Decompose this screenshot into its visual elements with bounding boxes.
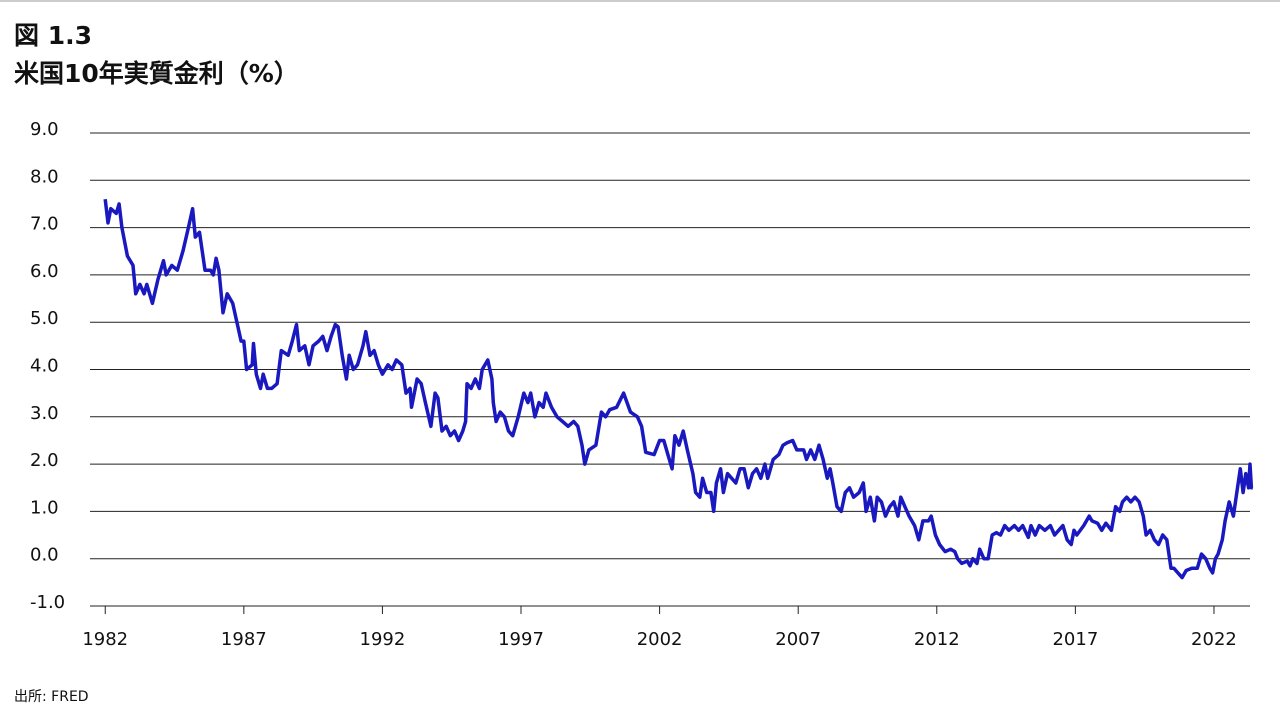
source: 出所: FRED: [14, 689, 89, 705]
x-tick-label: 2017: [1052, 629, 1098, 650]
y-tick-label: 6.0: [30, 261, 59, 282]
y-tick-label: 2.0: [30, 450, 59, 471]
x-tick-label: 1992: [360, 629, 406, 650]
y-tick-label: 3.0: [30, 403, 59, 424]
x-tick-label: 2002: [637, 629, 683, 650]
x-tick-label: 1987: [221, 629, 267, 650]
y-tick-label: 7.0: [30, 214, 59, 235]
x-tick-label: 1982: [82, 629, 128, 650]
figure-label: 図 1.3: [14, 21, 92, 50]
y-tick-label: 5.0: [30, 308, 59, 329]
data-line: [103, 198, 1254, 580]
y-tick-label: -1.0: [30, 592, 65, 613]
x-tick-label: 2012: [914, 629, 960, 650]
x-tick-label: 2007: [775, 629, 821, 650]
chart-title: 米国10年実質金利（%）: [14, 59, 299, 88]
y-tick-label: 0.0: [30, 545, 59, 566]
y-tick-label: 8.0: [30, 166, 59, 187]
y-tick-label: 9.0: [30, 119, 59, 140]
x-tick-label: 1997: [498, 629, 544, 650]
y-tick-label: 1.0: [30, 497, 59, 518]
y-tick-label: 4.0: [30, 356, 59, 377]
x-tick-label: 2022: [1191, 629, 1237, 650]
